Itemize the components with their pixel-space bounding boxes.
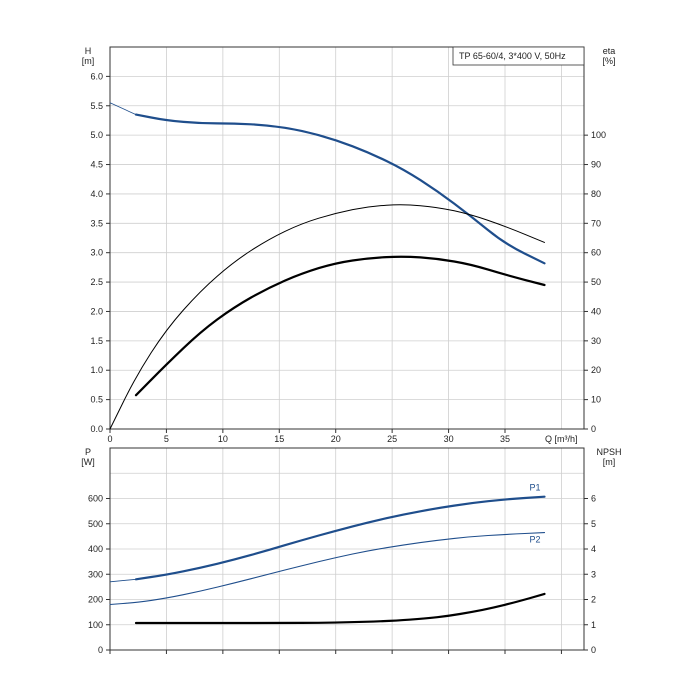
left-tick-label: 1.0 — [90, 365, 103, 375]
right-tick-label: 80 — [591, 189, 601, 199]
left-tick-label: 200 — [88, 595, 103, 605]
left-tick-label: 2.0 — [90, 306, 103, 316]
left-axis-label: P — [85, 447, 91, 457]
right-tick-label: 20 — [591, 365, 601, 375]
x-tick-label: 25 — [387, 434, 397, 444]
x-tick-label: 0 — [107, 434, 112, 444]
right-tick-label: 0 — [591, 424, 596, 434]
series-line-curve-0-1 — [109, 204, 545, 430]
series-line-p2 — [109, 532, 546, 606]
right-axis-label: [%] — [602, 56, 615, 66]
right-axis-label: eta — [603, 46, 616, 56]
x-axis-label: Q [m³/h] — [545, 434, 578, 444]
right-tick-label: 0 — [591, 645, 596, 655]
left-tick-label: 6.0 — [90, 71, 103, 81]
right-tick-label: 30 — [591, 336, 601, 346]
left-tick-label: 3.0 — [90, 248, 103, 258]
right-tick-label: 5 — [591, 519, 596, 529]
left-tick-label: 1.5 — [90, 336, 103, 346]
left-axis-label: [m] — [82, 56, 95, 66]
right-axis-label: NPSH — [596, 447, 621, 457]
left-tick-label: 3.5 — [90, 218, 103, 228]
right-tick-label: 10 — [591, 395, 601, 405]
left-tick-label: 100 — [88, 620, 103, 630]
series-line-curve-0-0 — [134, 113, 546, 265]
x-tick-label: 10 — [218, 434, 228, 444]
legend-label: TP 65-60/4, 3*400 V, 50Hz — [459, 51, 566, 61]
left-tick-label: 300 — [88, 569, 103, 579]
left-axis-label: [W] — [81, 457, 95, 467]
left-tick-label: 400 — [88, 544, 103, 554]
right-tick-label: 6 — [591, 494, 596, 504]
right-tick-label: 70 — [591, 218, 601, 228]
right-tick-label: 60 — [591, 248, 601, 258]
legend-box — [452, 46, 585, 66]
left-tick-label: 5.0 — [90, 130, 103, 140]
power-npsh-chart: 0 100 200 300 400 500 600 0 1 2 3 4 5 6 P[W] NPSH[m] P1 P… — [81, 447, 621, 655]
series-line-curve-0-2 — [134, 255, 546, 397]
left-tick-label: 2.5 — [90, 277, 103, 287]
x-tick-label: 5 — [164, 434, 169, 444]
right-tick-label: 40 — [591, 306, 601, 316]
head-efficiency-chart: 0.0 0.5 1.0 1.5 2.0 2.5 3.0 3.5 4.0 4.5 5.0 5.5 6.0 0… — [82, 46, 616, 444]
left-tick-label: 500 — [88, 519, 103, 529]
x-tick-label: 30 — [444, 434, 454, 444]
left-tick-label: 4.5 — [90, 160, 103, 170]
right-tick-label: 4 — [591, 544, 596, 554]
left-tick-label: 600 — [88, 494, 103, 504]
right-tick-label: 3 — [591, 569, 596, 579]
plot-frame — [109, 46, 585, 430]
right-tick-label: 100 — [591, 130, 606, 140]
left-tick-label: 0.5 — [90, 395, 103, 405]
series-label-p1: P1 — [529, 483, 540, 493]
series-line-p1 — [134, 495, 546, 581]
series-lead-in-line — [109, 578, 137, 583]
left-tick-label: 0 — [98, 645, 103, 655]
left-tick-label: 5.5 — [90, 101, 103, 111]
right-tick-label: 2 — [591, 595, 596, 605]
left-axis-label: H — [85, 46, 92, 56]
right-tick-label: 50 — [591, 277, 601, 287]
left-tick-label: 0.0 — [90, 424, 103, 434]
right-tick-label: 1 — [591, 620, 596, 630]
right-axis-label: [m] — [603, 457, 616, 467]
left-tick-label: 4.0 — [90, 189, 103, 199]
x-tick-label: 35 — [500, 434, 510, 444]
x-tick-label: 20 — [331, 434, 341, 444]
x-tick-label: 15 — [274, 434, 284, 444]
series-lead-in-line — [109, 102, 137, 115]
series-label-p2: P2 — [529, 535, 540, 545]
right-tick-label: 90 — [591, 160, 601, 170]
series-line-curve-1-2 — [134, 592, 546, 625]
